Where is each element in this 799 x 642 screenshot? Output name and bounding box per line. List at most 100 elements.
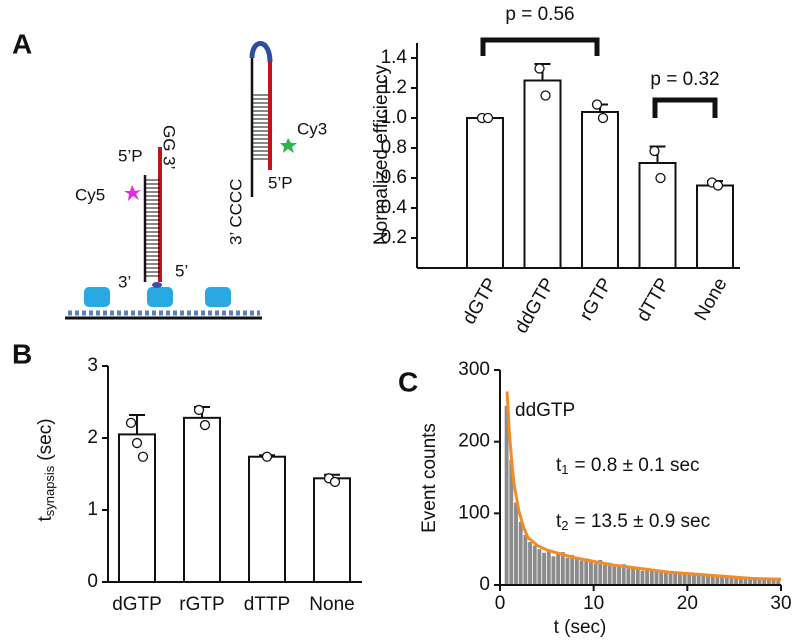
- x-tick-label: dGTP: [112, 594, 162, 615]
- panel-label: B: [12, 338, 32, 369]
- histogram-bar: [668, 572, 673, 585]
- x-tick-label: 20: [677, 593, 698, 614]
- x-axis-title: t (sec): [554, 617, 607, 638]
- y-tick-label: 0: [87, 571, 98, 592]
- annotation-sub: 1: [561, 462, 568, 477]
- data-point: [125, 417, 137, 429]
- y-tick-label: 300: [458, 359, 490, 380]
- y-tick-label: 1.2: [381, 77, 407, 98]
- histogram-bar: [776, 579, 781, 585]
- histogram-bar: [579, 560, 584, 585]
- histogram-bar: [518, 521, 523, 585]
- bracket: [480, 37, 600, 56]
- histogram-bar: [560, 552, 565, 585]
- histogram-bar: [771, 578, 776, 585]
- histogram-bar: [528, 542, 532, 585]
- histogram-bar: [598, 559, 603, 585]
- histogram-bar: [504, 405, 509, 585]
- y-axis-title-sub: synapsis: [42, 465, 57, 516]
- x-tick-label: 30: [770, 593, 791, 614]
- histogram-bar: [603, 564, 607, 585]
- histogram-bar: [677, 572, 682, 585]
- annotation: t2 = 13.5 ± 0.9 sec: [556, 511, 710, 533]
- histogram-bar: [659, 572, 664, 585]
- annotation-main: t: [556, 455, 562, 476]
- bar: [183, 416, 221, 583]
- histogram-bar: [682, 574, 687, 585]
- data-point: [137, 451, 149, 462]
- bar: [248, 455, 286, 583]
- histogram-bar: [523, 534, 528, 585]
- histogram-bar: [584, 558, 589, 585]
- data-point: [591, 99, 603, 110]
- y-tick-label: 100: [458, 502, 490, 523]
- histogram-bar: [762, 579, 767, 585]
- data-point: [655, 172, 666, 184]
- histogram-bar: [635, 569, 640, 585]
- x-tick-label: None: [691, 275, 732, 325]
- data-point: [193, 404, 205, 416]
- p-value: p = 0.56: [505, 4, 574, 25]
- histogram-bar: [743, 577, 748, 585]
- bracket: [652, 97, 718, 118]
- histogram-bar: [570, 554, 575, 585]
- data-point: [712, 180, 724, 191]
- diagram-label: 3’: [118, 272, 131, 291]
- histogram-bar: [574, 559, 579, 585]
- histogram-bar: [556, 553, 561, 585]
- annotation-rest: = 0.8 ± 0.1 sec: [575, 455, 700, 476]
- annotation: t1 = 0.8 ± 0.1 sec: [556, 455, 700, 477]
- data-point: [597, 112, 609, 124]
- histogram-bar: [640, 570, 645, 585]
- x-tick-label: rGTP: [179, 594, 224, 615]
- histogram-bar: [631, 567, 636, 585]
- data-point: [482, 112, 494, 124]
- x-tick-label: dTTP: [244, 594, 290, 615]
- histogram-bar: [757, 578, 762, 585]
- histogram-bar: [509, 459, 514, 585]
- bar: [118, 433, 156, 583]
- x-tick-label: dGTP: [459, 275, 502, 328]
- histogram-bar: [748, 579, 753, 585]
- x-tick-label: 10: [583, 593, 604, 614]
- y-tick-label: 1.4: [381, 47, 408, 68]
- y-tick-label: 0.4: [381, 197, 408, 218]
- histogram-bar: [649, 569, 654, 585]
- y-axis-title: tsynapsis (sec): [35, 418, 57, 521]
- histogram-bar: [710, 574, 715, 585]
- y-tick-label: 200: [458, 431, 490, 452]
- data-point: [540, 90, 551, 101]
- y-tick-label: 0.6: [381, 167, 407, 188]
- proteins: [84, 287, 231, 307]
- bar: [581, 111, 619, 269]
- data-point: [131, 437, 143, 449]
- data-point: [329, 476, 341, 488]
- diagram-label: Cy3: [297, 119, 327, 138]
- x-tick-label: None: [309, 594, 354, 615]
- data-point: [199, 419, 211, 431]
- histogram-bar: [738, 578, 743, 585]
- y-tick-label: 1: [87, 499, 98, 520]
- histogram-bar: [532, 545, 537, 585]
- histogram-bar: [612, 565, 617, 585]
- data-point: [261, 451, 273, 462]
- y-tick-label: 0: [479, 574, 490, 595]
- diagram-label: 3’ CCCC: [226, 179, 245, 245]
- histogram-bar: [692, 574, 696, 585]
- histogram-bar: [706, 576, 710, 585]
- histogram-bar: [663, 570, 668, 585]
- histogram-bar: [715, 577, 720, 585]
- histogram-bar: [701, 575, 706, 585]
- y-tick-label: 3: [87, 355, 98, 376]
- histogram-bar: [546, 551, 551, 585]
- diagram: 5’P GG 3’ Cy5 3’ 5’ 3’ CCCC Cy3 5’P: [65, 41, 327, 320]
- diagram-label: 5’: [175, 261, 188, 280]
- histogram-bar: [514, 502, 518, 585]
- bar: [696, 184, 734, 269]
- histogram-bar: [720, 575, 724, 585]
- histogram-bar: [626, 568, 631, 585]
- histogram-bar: [607, 562, 612, 585]
- histogram-bar: [696, 574, 701, 585]
- annotation-sub: 2: [561, 518, 568, 533]
